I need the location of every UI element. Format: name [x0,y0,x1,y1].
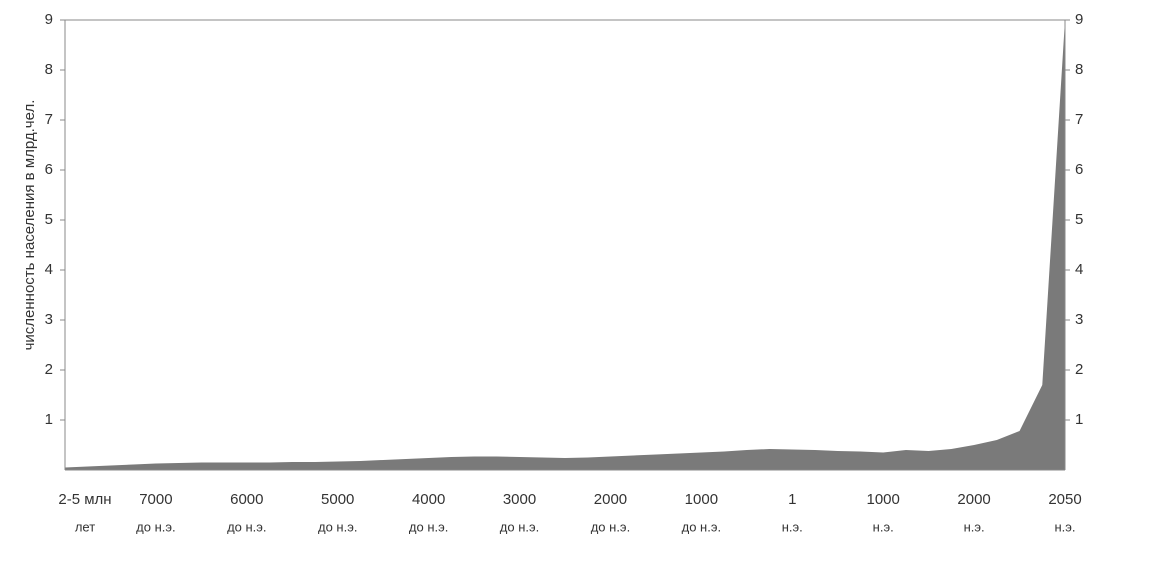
y2-tick-label: 1 [1075,411,1083,428]
x-tick-sublabel: до н.э. [591,519,630,534]
y-axis-label: численность населения в млрд.чел. [21,100,38,351]
x-tick-sublabel: н.э. [964,519,985,534]
y-tick-label: 7 [45,111,53,128]
x-tick-label: 2-5 млн [58,491,111,508]
y2-tick-label: 9 [1075,11,1083,28]
y-tick-label: 2 [45,361,53,378]
y2-tick-label: 8 [1075,61,1083,78]
x-tick-sublabel: до н.э. [500,519,539,534]
y2-tick-label: 2 [1075,361,1083,378]
y-tick-label: 9 [45,11,53,28]
x-tick-sublabel: н.э. [782,519,803,534]
x-tick-label: 2000 [594,491,627,508]
x-tick-sublabel: н.э. [1054,519,1075,534]
x-tick-label: 3000 [503,491,536,508]
x-tick-label: 4000 [412,491,445,508]
x-tick-sublabel: до н.э. [409,519,448,534]
y-tick-label: 6 [45,161,53,178]
x-tick-label: 1000 [685,491,718,508]
y2-tick-label: 4 [1075,261,1083,278]
y-tick-label: 5 [45,211,53,228]
y-tick-label: 4 [45,261,53,278]
x-tick-label: 2050 [1048,491,1081,508]
x-tick-sublabel: лет [75,519,95,534]
x-tick-sublabel: до н.э. [227,519,266,534]
x-tick-label: 5000 [321,491,354,508]
x-tick-label: 7000 [139,491,172,508]
y-tick-label: 3 [45,311,53,328]
x-tick-label: 1 [788,491,796,508]
x-tick-label: 2000 [957,491,990,508]
x-tick-label: 6000 [230,491,263,508]
x-tick-sublabel: до н.э. [318,519,357,534]
x-tick-sublabel: до н.э. [682,519,721,534]
y-tick-label: 8 [45,61,53,78]
x-tick-label: 1000 [866,491,899,508]
y2-tick-label: 5 [1075,211,1083,228]
y2-tick-label: 3 [1075,311,1083,328]
x-tick-sublabel: н.э. [873,519,894,534]
y2-tick-label: 6 [1075,161,1083,178]
y2-tick-label: 7 [1075,111,1083,128]
y-tick-label: 1 [45,411,53,428]
x-tick-sublabel: до н.э. [136,519,175,534]
area [65,20,1065,470]
